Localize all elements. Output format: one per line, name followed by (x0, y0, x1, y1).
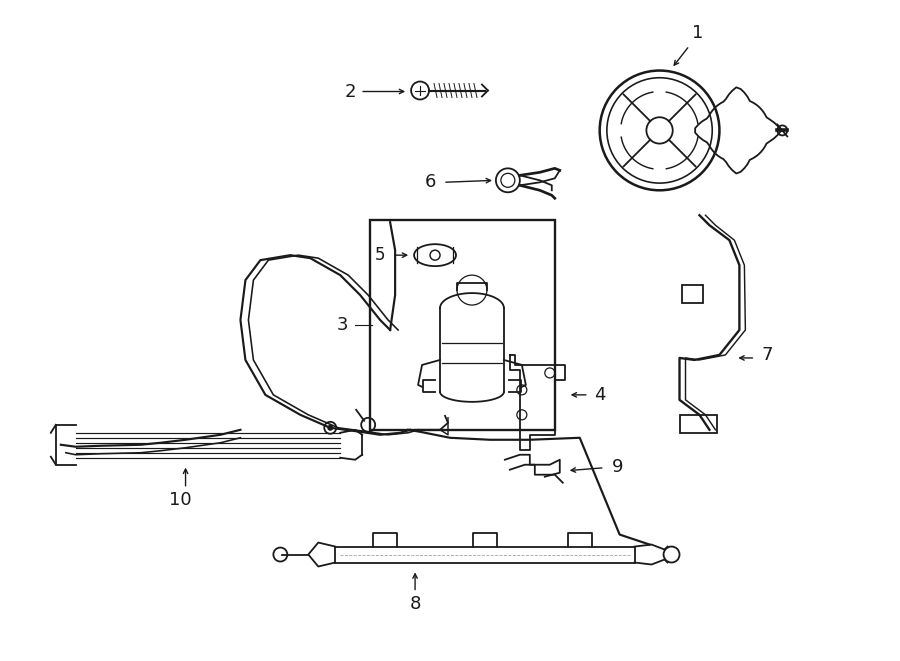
Text: 4: 4 (594, 386, 606, 404)
Circle shape (328, 425, 333, 431)
Text: 9: 9 (612, 457, 624, 476)
Text: 3: 3 (337, 316, 348, 334)
Bar (681, 285, 704, 303)
Bar (370, 220, 554, 430)
Text: 10: 10 (169, 490, 192, 509)
Bar (680, 415, 717, 433)
Text: 1: 1 (692, 24, 703, 42)
Bar (335, 547, 634, 563)
Text: 6: 6 (425, 173, 436, 191)
Text: 5: 5 (375, 246, 385, 264)
Text: 2: 2 (345, 83, 356, 100)
Text: 8: 8 (410, 596, 421, 613)
Text: 7: 7 (761, 346, 773, 364)
